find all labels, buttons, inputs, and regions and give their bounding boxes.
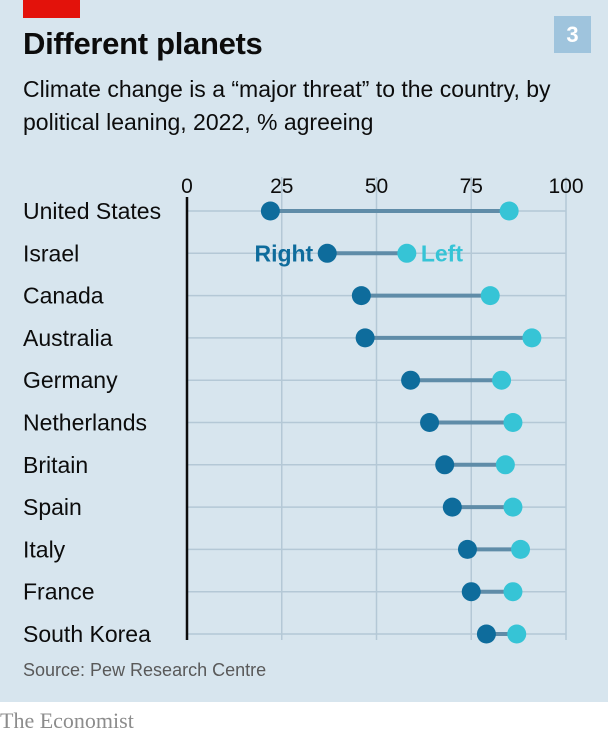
dot-right	[457, 539, 477, 559]
category-label: South Korea	[23, 621, 151, 647]
category-label: Germany	[23, 367, 118, 393]
dot-left	[397, 243, 417, 263]
dot-right	[351, 286, 371, 306]
x-tick-label: 100	[548, 175, 583, 198]
dot-left	[480, 286, 500, 306]
chart-title: Different planets	[23, 26, 263, 61]
dot-right	[442, 497, 462, 517]
x-tick-label: 25	[270, 175, 293, 198]
category-label: France	[23, 579, 95, 605]
dot-left	[495, 455, 515, 475]
dot-left	[522, 328, 542, 348]
publisher-wordmark: The Economist	[0, 708, 134, 733]
brand-red-tag	[23, 0, 80, 18]
x-tick-label: 50	[365, 175, 388, 198]
source-note: Source: Pew Research Centre	[23, 660, 267, 680]
dot-right	[476, 624, 496, 644]
category-label: Canada	[23, 283, 104, 309]
dumbbell-chart: 0 25 50 75 100 United States Israel Right Left C…	[23, 175, 584, 647]
dot-left	[499, 201, 519, 221]
chart-number-badge: 3	[554, 16, 591, 53]
dot-left	[503, 413, 523, 432]
dot-right	[435, 455, 455, 475]
dot-left	[503, 497, 523, 517]
x-tick-labels: 0 25 50 75 100	[181, 175, 583, 198]
x-tick-label: 75	[460, 175, 483, 198]
dot-left	[503, 582, 523, 602]
gridlines	[187, 177, 567, 640]
dot-right	[317, 243, 337, 263]
category-label: Spain	[23, 494, 82, 520]
legend-label-left: Left	[421, 240, 464, 266]
category-label: Australia	[23, 325, 113, 351]
dot-right	[260, 201, 280, 221]
chart-subtitle: Climate change is a “major threat” to th…	[23, 76, 551, 135]
dot-right	[420, 413, 440, 432]
category-label: Italy	[23, 536, 66, 562]
legend-label-right: Right	[254, 240, 313, 266]
category-label: Netherlands	[23, 410, 147, 436]
data-rows: United States Israel Right Left Canada Austra…	[23, 198, 542, 647]
x-tick-label: 0	[181, 175, 193, 198]
category-label: Israel	[23, 240, 79, 266]
dot-left	[511, 539, 531, 559]
category-label: United States	[23, 198, 161, 224]
dot-left	[507, 624, 527, 644]
dot-right	[461, 582, 481, 602]
category-label: Britain	[23, 452, 88, 478]
dot-left	[492, 370, 512, 390]
dot-right	[355, 328, 375, 348]
dot-right	[401, 370, 421, 390]
